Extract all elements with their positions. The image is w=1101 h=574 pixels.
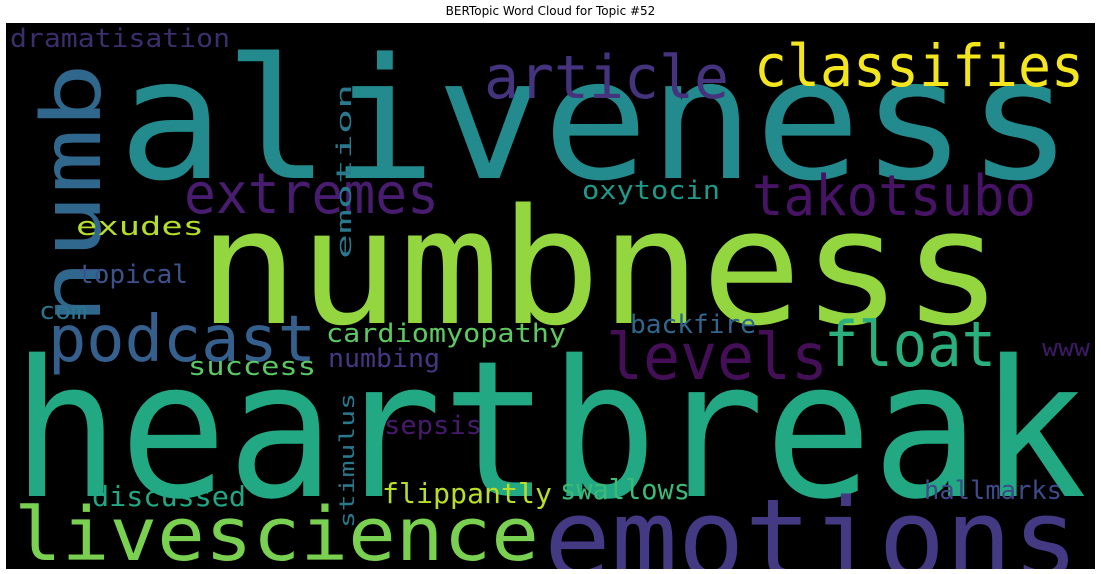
word-exudes: exudes bbox=[76, 212, 204, 242]
chart-title: BERTopic Word Cloud for Topic #52 bbox=[445, 4, 656, 18]
word-success: success bbox=[188, 352, 316, 382]
word-livescience: livescience bbox=[14, 492, 539, 569]
word-backfire: backfire bbox=[630, 310, 756, 340]
word-emotion: emotion bbox=[332, 84, 356, 259]
word-stimulus: stimulus bbox=[335, 393, 359, 528]
word-topical: topical bbox=[78, 260, 188, 290]
word-emotions: emotions bbox=[544, 475, 1079, 569]
word-cardiomyopathy: cardiomyopathy bbox=[326, 319, 566, 349]
word-levels: levels bbox=[606, 321, 828, 395]
word-cloud: alivenessnumbnessheartbreaknumbemotionsl… bbox=[6, 23, 1095, 569]
word-com: com bbox=[39, 297, 87, 325]
word-aliveness: aliveness bbox=[118, 23, 1073, 218]
word-article: article bbox=[484, 43, 729, 113]
word-discussed: discussed bbox=[92, 480, 246, 513]
word-dramatisation: dramatisation bbox=[10, 24, 230, 54]
cloud-background bbox=[6, 23, 1095, 569]
word-swallows: swallows bbox=[560, 473, 690, 506]
word-numbness: numbness bbox=[198, 174, 1003, 361]
word-podcast: podcast bbox=[48, 303, 316, 377]
word-sepsis: sepsis bbox=[384, 411, 482, 441]
word-classifies: classifies bbox=[754, 32, 1084, 100]
word-heartbreak: heartbreak bbox=[12, 320, 1087, 541]
word-numb: numb bbox=[25, 63, 120, 325]
word-hallmarks: hallmarks bbox=[924, 476, 1062, 506]
word-takotsubo: takotsubo bbox=[752, 164, 1036, 229]
word-extremes: extremes bbox=[184, 162, 439, 227]
word-numbing: numbing bbox=[328, 344, 440, 374]
word-www: www bbox=[1042, 334, 1091, 362]
word-flippantly: flippantly bbox=[382, 477, 552, 510]
word-oxytocin: oxytocin bbox=[582, 176, 720, 206]
word-float: float bbox=[824, 308, 996, 381]
